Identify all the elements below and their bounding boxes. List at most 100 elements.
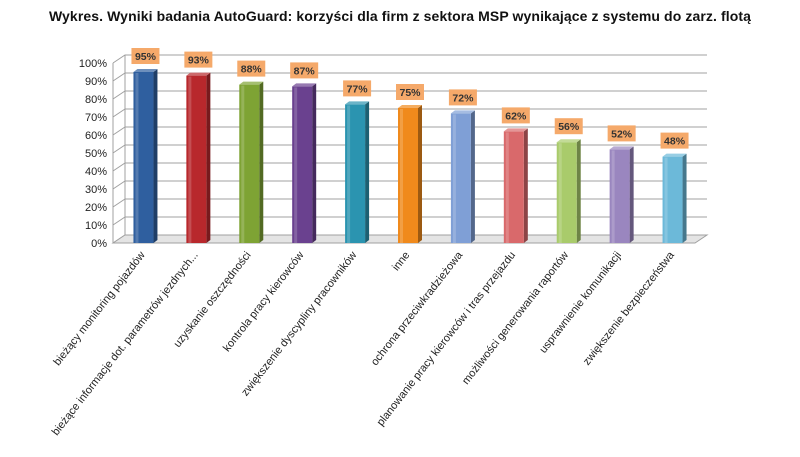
bar-highlight	[188, 76, 192, 243]
bar-front	[133, 72, 154, 243]
y-tick-label: 30%	[85, 184, 107, 196]
data-label-text: 72%	[452, 92, 474, 104]
y-tick-label: 80%	[85, 94, 107, 106]
y-tick-label: 20%	[85, 202, 107, 214]
bar	[503, 128, 528, 243]
data-label-text: 93%	[188, 55, 210, 67]
bar-top	[398, 105, 422, 108]
bar	[292, 83, 317, 244]
bar-side	[576, 139, 581, 243]
bar	[556, 139, 581, 243]
chart-title: Wykres. Wyniki badania AutoGuard: korzyś…	[48, 8, 752, 24]
bar	[662, 153, 687, 243]
bar-highlight	[347, 105, 351, 244]
bar-front	[292, 86, 313, 244]
bar-side	[259, 81, 264, 243]
bar-top	[133, 69, 158, 72]
data-label-box	[184, 51, 213, 68]
bar-highlight	[400, 109, 403, 243]
bar	[133, 69, 158, 243]
x-category-label: inne	[390, 249, 412, 273]
data-label: 88%	[237, 60, 266, 77]
data-label-text: 87%	[294, 65, 316, 77]
bar	[398, 105, 422, 243]
bar-top	[239, 81, 264, 85]
data-label-box	[237, 60, 266, 77]
data-labels: 95% 93% 88% 87% 77% 75% 72% 62% 56% 52% 48%	[131, 48, 689, 149]
bar	[186, 72, 211, 243]
bar-side	[418, 105, 422, 243]
bar-highlight	[452, 114, 456, 244]
bar-highlight	[241, 85, 245, 243]
data-label-text: 88%	[241, 64, 263, 76]
bar-side	[682, 153, 687, 243]
bar-side	[629, 146, 634, 243]
data-label: 75%	[396, 84, 424, 100]
data-label-text: 56%	[558, 121, 580, 133]
bar-side	[312, 83, 317, 244]
data-label-box	[554, 118, 583, 135]
bar	[450, 110, 475, 244]
data-label-box	[396, 84, 424, 100]
data-label-box	[131, 48, 160, 64]
chart-bars	[133, 69, 687, 244]
bar	[239, 81, 264, 243]
bar-highlight	[558, 143, 562, 243]
data-label-box	[660, 132, 689, 149]
bar-highlight	[505, 132, 509, 243]
bar-top	[503, 128, 528, 132]
bar	[609, 146, 634, 243]
data-label: 48%	[660, 132, 689, 149]
bar-front	[503, 131, 524, 243]
bar-highlight	[135, 73, 139, 243]
data-label-text: 75%	[399, 87, 421, 99]
bar-side	[365, 101, 370, 244]
bar-front	[609, 149, 630, 243]
bar	[345, 101, 370, 244]
data-label-box	[343, 80, 372, 97]
data-label-text: 77%	[347, 83, 369, 95]
bar-front	[450, 113, 471, 244]
y-tick-label: 90%	[85, 76, 107, 88]
data-label: 72%	[448, 89, 477, 106]
bar-side	[153, 69, 158, 243]
bar-top	[186, 72, 211, 76]
data-label-text: 95%	[135, 51, 157, 63]
data-label: 52%	[607, 125, 636, 142]
bar-front	[345, 104, 366, 244]
y-tick-label: 70%	[85, 112, 107, 124]
bar-front	[556, 142, 577, 243]
data-label: 56%	[554, 118, 583, 135]
x-category-label: zwiększenie bezpieczeństwa	[581, 249, 678, 368]
bar-side	[470, 110, 475, 244]
bar-top	[662, 153, 687, 157]
x-category-label: możliwości generowania raportów	[460, 249, 571, 387]
y-tick-label: 100%	[79, 58, 107, 70]
y-tick-label: 60%	[85, 130, 107, 142]
bar-top	[450, 110, 475, 114]
bar-front	[398, 108, 418, 243]
data-label-box	[290, 62, 319, 79]
data-label-text: 52%	[611, 128, 633, 140]
y-tick-label: 50%	[85, 148, 107, 160]
bar-top	[609, 146, 634, 150]
bar-front	[239, 84, 260, 243]
data-label: 77%	[343, 80, 372, 97]
x-category-label: zwiększenie dyscypliny pracowników	[239, 249, 359, 398]
bar-front	[186, 75, 207, 243]
data-label-box	[607, 125, 636, 142]
data-label: 87%	[290, 62, 319, 79]
data-label: 62%	[501, 107, 530, 124]
bar-side	[206, 72, 211, 243]
bar-top	[345, 101, 370, 105]
bar-top	[292, 83, 317, 87]
y-tick-label: 0%	[91, 238, 107, 250]
data-label-box	[448, 89, 477, 106]
bar-highlight	[664, 157, 668, 243]
y-tick-label: 40%	[85, 166, 107, 178]
y-tick-label: 10%	[85, 220, 107, 232]
bar-highlight	[294, 87, 298, 244]
data-label-box	[501, 107, 530, 124]
